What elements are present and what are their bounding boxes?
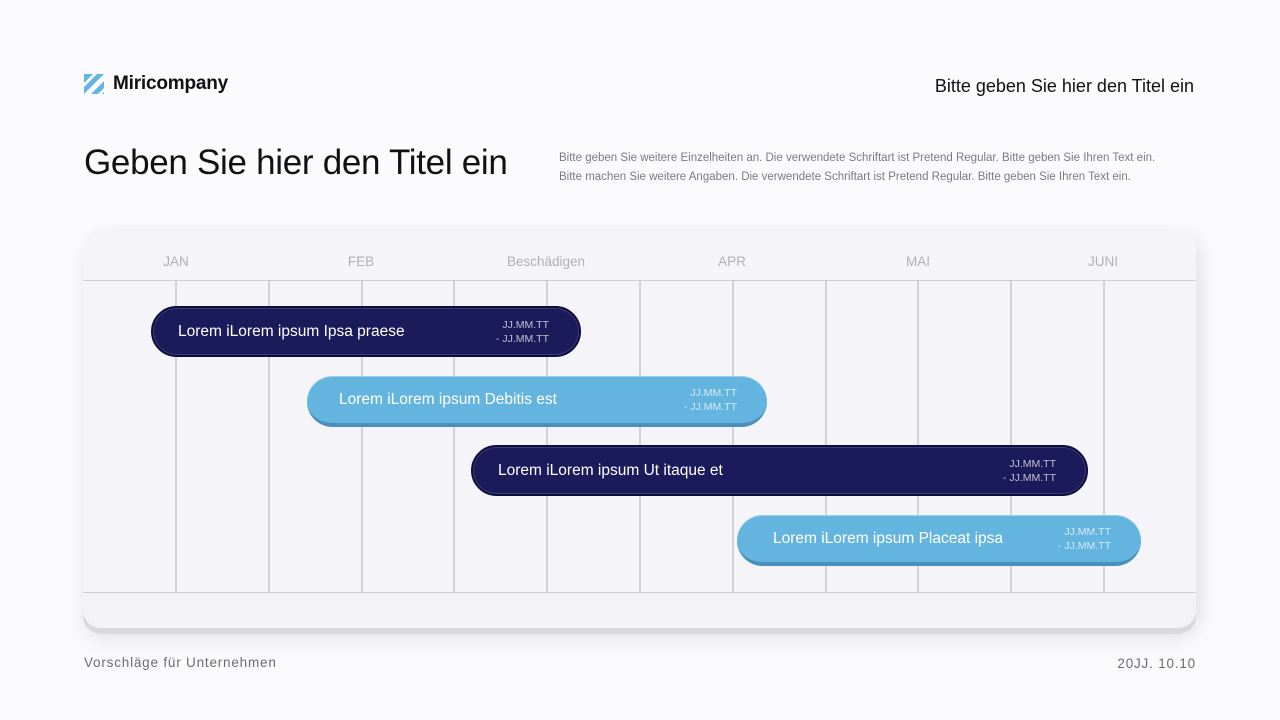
- task-date-end: - JJ.MM.TT: [1057, 539, 1111, 552]
- month-label-apr: APR: [718, 254, 746, 269]
- description-line: Bitte machen Sie weitere Angaben. Die ve…: [559, 171, 1131, 183]
- description: Bitte geben Sie weitere Einzelheiten an.…: [559, 149, 1155, 187]
- grid-line: [732, 281, 734, 592]
- diagonal-stripes-logo-icon: [84, 74, 104, 94]
- page-title: Geben Sie hier den Titel ein: [84, 143, 508, 182]
- grid-line: [639, 281, 641, 592]
- footer-left-text: Vorschläge für Unternehmen: [84, 655, 277, 670]
- month-header-row: JAN FEB Beschädigen APR MAI JUNI: [83, 230, 1196, 281]
- grid-line: [917, 281, 919, 592]
- footer-date: 20JJ. 10.10: [1117, 656, 1196, 671]
- month-label-mai: MAI: [905, 254, 930, 269]
- timeline-grid: [83, 281, 1196, 593]
- task-date-end: - JJ.MM.TT: [1002, 471, 1056, 484]
- grid-line: [546, 281, 548, 592]
- grid-line: [453, 281, 455, 592]
- month-label-jan: JAN: [163, 254, 189, 269]
- task-bar[interactable]: Lorem iLorem ipsum Ut itaque et JJ.MM.TT…: [471, 445, 1088, 496]
- task-bar[interactable]: Lorem iLorem ipsum Debitis est JJ.MM.TT …: [307, 376, 767, 427]
- task-date-start: JJ.MM.TT: [1009, 457, 1056, 470]
- task-date-end: - JJ.MM.TT: [683, 400, 737, 413]
- brand-logo: Miricompany: [84, 73, 228, 95]
- grid-line: [1103, 281, 1105, 592]
- task-label: Lorem iLorem ipsum Placeat ipsa: [773, 529, 1004, 547]
- task-dates: JJ.MM.TT - JJ.MM.TT: [1003, 457, 1056, 485]
- month-label-mar: Beschädigen: [506, 254, 586, 269]
- timeline-card: JAN FEB Beschädigen APR MAI JUNI Lorem i…: [83, 230, 1196, 628]
- task-date-start: JJ.MM.TT: [1064, 525, 1111, 538]
- task-dates: JJ.MM.TT - JJ.MM.TT: [496, 318, 549, 346]
- description-line: Bitte geben Sie weitere Einzelheiten an.…: [559, 152, 1156, 164]
- month-label-juni: JUNI: [1088, 254, 1118, 269]
- task-label: Lorem iLorem ipsum Debitis est: [339, 390, 557, 408]
- card-footer-band: [83, 593, 1196, 628]
- task-dates: JJ.MM.TT - JJ.MM.TT: [684, 386, 737, 414]
- brand-name: Miricompany: [113, 73, 228, 94]
- grid-line: [361, 281, 363, 592]
- task-date-end: - JJ.MM.TT: [495, 332, 549, 345]
- task-label: Lorem iLorem ipsum Ut itaque et: [498, 461, 723, 479]
- task-dates: JJ.MM.TT - JJ.MM.TT: [1058, 525, 1111, 553]
- task-bar[interactable]: Lorem iLorem ipsum Ipsa praese JJ.MM.TT …: [151, 306, 581, 357]
- header-title: Bitte geben Sie hier den Titel ein: [934, 76, 1194, 96]
- task-bar[interactable]: Lorem iLorem ipsum Placeat ipsa JJ.MM.TT…: [737, 515, 1141, 566]
- task-label: Lorem iLorem ipsum Ipsa praese: [178, 322, 405, 340]
- grid-line: [825, 281, 827, 592]
- task-date-start: JJ.MM.TT: [690, 386, 737, 399]
- grid-line: [1010, 281, 1012, 592]
- grid-line: [175, 281, 177, 592]
- month-label-feb: FEB: [347, 254, 375, 269]
- grid-line: [268, 281, 270, 592]
- task-date-start: JJ.MM.TT: [502, 318, 549, 331]
